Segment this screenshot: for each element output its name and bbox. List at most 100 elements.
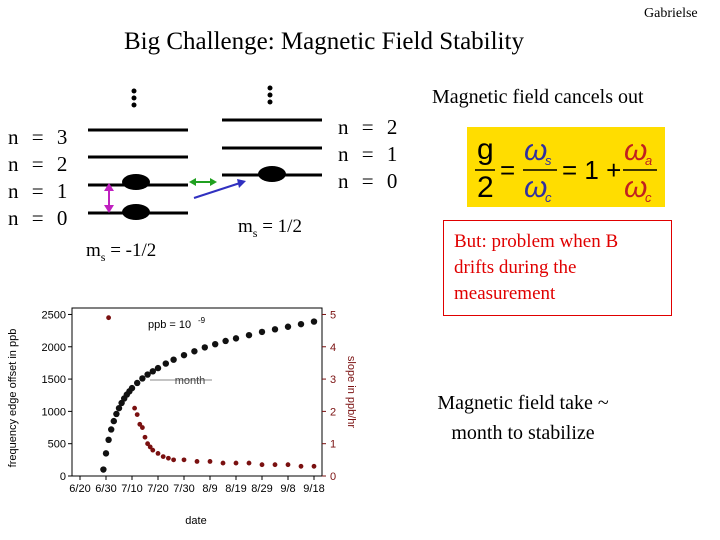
x-tick-label: 6/30 xyxy=(95,483,116,495)
month-annotation: month xyxy=(150,375,212,387)
plot-frame xyxy=(71,307,323,477)
slope-point xyxy=(145,441,151,447)
y-right-tick-label: 4 xyxy=(330,342,336,354)
slope-point xyxy=(150,447,156,453)
slope-point xyxy=(140,425,145,430)
y-left-tick-label: 1000 xyxy=(42,406,66,418)
slope-point xyxy=(220,460,226,466)
formula-one-plus: = 1 + xyxy=(562,155,621,185)
x-tick-label: 6/20 xyxy=(69,483,90,495)
problem-note: But: problem when B drifts during the me… xyxy=(443,220,672,316)
x-tick-label: 9/18 xyxy=(303,483,324,495)
left-level-labels: n = 3 n = 2 n = 1 n = 0 xyxy=(8,124,71,232)
left-level-n3: n = 3 xyxy=(8,125,72,149)
offset-point xyxy=(258,328,266,336)
offset-point xyxy=(162,360,169,367)
slope-point xyxy=(272,462,278,468)
slope-point xyxy=(259,462,265,468)
right-level-n0: n = 0 xyxy=(338,169,402,193)
offset-point xyxy=(310,318,318,325)
stabilize-note: Magnetic field take ~ month to stabilize xyxy=(437,392,609,444)
y-right-tick-label: 5 xyxy=(330,309,336,321)
offset-point xyxy=(284,323,292,330)
y-right-tick-label: 2 xyxy=(330,406,336,418)
slope-point xyxy=(246,460,252,466)
left-level-n2: n = 2 xyxy=(8,152,72,176)
left-level-n0: n = 0 xyxy=(8,206,72,230)
offset-point xyxy=(170,356,177,363)
formula-omega-s: ω xyxy=(524,134,547,167)
offset-point xyxy=(232,335,240,342)
slope-point xyxy=(142,434,148,440)
offset-point xyxy=(115,404,123,412)
slope-point xyxy=(207,459,213,464)
formula-omega-a: ω xyxy=(624,134,647,167)
ppb-annotation: ppb = 10 xyxy=(148,319,191,331)
slope-point xyxy=(166,455,171,461)
slope-point xyxy=(155,450,161,456)
ms-left-label: ms = -1/2 xyxy=(86,240,157,264)
offset-point xyxy=(102,450,110,457)
offset-point xyxy=(144,371,151,378)
offset-point xyxy=(297,320,305,328)
slope-point xyxy=(171,457,177,463)
y-right-label: slope in ppb/hr xyxy=(345,356,357,428)
ppb-exponent: -9 xyxy=(198,316,206,325)
spin-flip-arrow xyxy=(189,178,217,186)
offset-point xyxy=(201,344,208,351)
formula-two: 2 xyxy=(477,171,494,204)
offset-point xyxy=(113,410,120,418)
offset-point xyxy=(154,364,162,372)
formula-omega-c2: ω xyxy=(624,171,647,204)
electron-left-lower xyxy=(122,204,150,220)
y-left-tick-label: 500 xyxy=(48,439,66,451)
offset-point xyxy=(105,436,112,444)
slide-title: Big Challenge: Magnetic Field Stability xyxy=(124,28,524,55)
offset-point xyxy=(149,368,156,375)
offset-point xyxy=(271,326,279,333)
author-name: Gabrielse xyxy=(644,6,698,21)
offset-point xyxy=(100,466,107,473)
slope-point xyxy=(285,462,291,468)
slope-point xyxy=(181,457,187,463)
ms-right-label: ms = 1/2 xyxy=(238,216,302,240)
offset-point xyxy=(212,340,219,348)
y-right-tick-label: 0 xyxy=(330,471,336,483)
offset-point xyxy=(222,337,229,345)
slope-point xyxy=(298,463,304,469)
y-left-tick-label: 2500 xyxy=(42,309,66,321)
slope-point xyxy=(106,315,111,321)
electron-left-upper xyxy=(122,174,150,190)
right-level-n1: n = 1 xyxy=(338,142,402,166)
offset-point xyxy=(180,351,188,359)
y-right-tick-label: 1 xyxy=(330,439,336,451)
slope-point xyxy=(194,459,200,464)
anomaly-arrow xyxy=(193,179,246,199)
slope-point xyxy=(311,463,317,469)
field-drift-chart: 6/20 6/30 7/10 7/20 7/30 8/9 8/19 8/29 9/8 9/18 0 5… xyxy=(7,307,357,527)
svg-text:c: c xyxy=(645,190,652,205)
formula-equals: = xyxy=(500,155,515,185)
slope-point xyxy=(160,454,166,460)
left-continuation-dots xyxy=(131,88,137,108)
svg-text:a: a xyxy=(645,153,652,168)
x-label: date xyxy=(185,515,206,527)
electron-right xyxy=(258,166,286,182)
right-level-n2: n = 2 xyxy=(338,115,402,139)
x-tick-label: 8/19 xyxy=(225,483,246,495)
left-level-n1: n = 1 xyxy=(8,179,72,203)
slope-point xyxy=(137,421,143,427)
y-left-tick-label: 0 xyxy=(60,471,66,483)
offset-point xyxy=(128,384,136,392)
x-tick-label: 7/10 xyxy=(121,483,142,495)
y-right-tick-label: 3 xyxy=(330,374,336,386)
y-left-tick-label: 2000 xyxy=(42,342,66,354)
slope-point xyxy=(134,412,140,418)
formula-g: g xyxy=(477,133,494,166)
formula-omega-c: ω xyxy=(524,171,547,204)
y-left-tick-label: 1500 xyxy=(42,374,66,386)
offset-point xyxy=(110,417,118,425)
y-left-label: frequency edge offset in ppb xyxy=(7,329,19,468)
slope-point xyxy=(132,405,138,411)
x-tick-label: 9/8 xyxy=(280,483,295,495)
